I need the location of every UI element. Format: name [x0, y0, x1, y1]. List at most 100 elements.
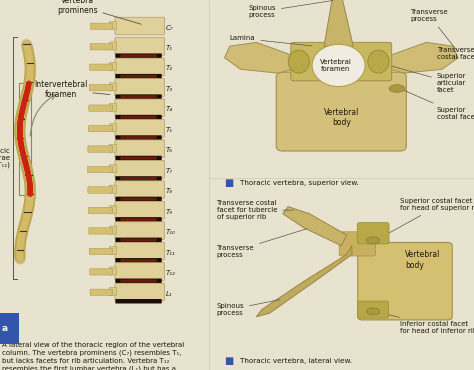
Text: Vertebral
foramen: Vertebral foramen — [320, 59, 352, 72]
Text: Lamina: Lamina — [230, 36, 312, 46]
Text: T₁₀: T₁₀ — [166, 229, 175, 235]
FancyBboxPatch shape — [115, 283, 164, 301]
FancyBboxPatch shape — [115, 222, 164, 239]
Text: Superior
costal facet: Superior costal facet — [402, 90, 474, 120]
FancyBboxPatch shape — [115, 78, 164, 96]
Text: Superior costal facet
for head of superior rib: Superior costal facet for head of superi… — [378, 198, 474, 239]
Text: Spinous
process: Spinous process — [248, 0, 333, 18]
FancyBboxPatch shape — [120, 75, 157, 78]
FancyBboxPatch shape — [90, 64, 113, 70]
FancyBboxPatch shape — [120, 157, 157, 160]
Text: ■: ■ — [225, 178, 234, 188]
Text: Thoracic vertebra, lateral view.: Thoracic vertebra, lateral view. — [240, 358, 353, 364]
FancyBboxPatch shape — [120, 198, 157, 201]
FancyBboxPatch shape — [115, 201, 164, 219]
FancyBboxPatch shape — [120, 238, 157, 242]
FancyBboxPatch shape — [115, 135, 162, 140]
FancyBboxPatch shape — [115, 181, 164, 199]
FancyBboxPatch shape — [89, 84, 113, 91]
Text: T₁₂: T₁₂ — [166, 270, 175, 276]
FancyBboxPatch shape — [339, 232, 375, 256]
FancyBboxPatch shape — [109, 42, 117, 50]
FancyBboxPatch shape — [115, 156, 162, 160]
Polygon shape — [389, 42, 458, 73]
Text: T₁: T₁ — [166, 45, 173, 51]
Text: a: a — [2, 324, 8, 333]
FancyBboxPatch shape — [358, 242, 452, 320]
Text: L₁: L₁ — [166, 290, 173, 297]
Text: T₇: T₇ — [166, 168, 173, 174]
FancyBboxPatch shape — [115, 17, 164, 35]
FancyBboxPatch shape — [109, 185, 117, 193]
Text: Thoracic vertebra, superior view.: Thoracic vertebra, superior view. — [240, 180, 359, 186]
Text: T₈: T₈ — [166, 188, 173, 194]
Text: Spinous
process: Spinous process — [217, 299, 280, 316]
Text: A lateral view of the thoracic region of the vertebral
column. The vertebra prom: A lateral view of the thoracic region of… — [2, 342, 184, 370]
FancyBboxPatch shape — [120, 95, 157, 98]
FancyBboxPatch shape — [276, 72, 406, 151]
Text: T₃: T₃ — [166, 86, 173, 92]
Text: Transverse costal
facet for tubercle
of superior rib: Transverse costal facet for tubercle of … — [217, 200, 293, 220]
FancyBboxPatch shape — [109, 226, 117, 234]
FancyBboxPatch shape — [109, 246, 117, 255]
FancyBboxPatch shape — [115, 263, 164, 280]
Bar — [19, 83, 31, 195]
FancyBboxPatch shape — [357, 223, 389, 244]
FancyBboxPatch shape — [291, 42, 392, 81]
FancyBboxPatch shape — [115, 299, 162, 303]
FancyBboxPatch shape — [115, 176, 162, 181]
FancyBboxPatch shape — [88, 207, 113, 213]
Ellipse shape — [366, 308, 380, 315]
FancyBboxPatch shape — [115, 115, 162, 120]
Text: T₉: T₉ — [166, 209, 173, 215]
Ellipse shape — [389, 85, 405, 92]
Text: Intervertebral
foramen: Intervertebral foramen — [34, 80, 110, 100]
FancyBboxPatch shape — [115, 197, 162, 201]
FancyBboxPatch shape — [109, 21, 117, 30]
Polygon shape — [256, 246, 352, 317]
FancyBboxPatch shape — [109, 144, 117, 152]
FancyBboxPatch shape — [115, 242, 164, 260]
FancyBboxPatch shape — [109, 287, 117, 296]
FancyBboxPatch shape — [90, 289, 113, 296]
Ellipse shape — [288, 50, 310, 73]
FancyBboxPatch shape — [109, 62, 117, 70]
FancyBboxPatch shape — [115, 120, 164, 137]
Text: Superior
articular
facet: Superior articular facet — [392, 66, 466, 93]
FancyBboxPatch shape — [90, 44, 113, 50]
FancyBboxPatch shape — [115, 258, 162, 263]
FancyBboxPatch shape — [88, 125, 113, 132]
Text: Transverse
costal facet: Transverse costal facet — [437, 47, 474, 60]
FancyBboxPatch shape — [120, 54, 157, 57]
FancyBboxPatch shape — [109, 165, 117, 173]
Text: T₅: T₅ — [166, 127, 173, 133]
FancyBboxPatch shape — [115, 74, 162, 78]
FancyBboxPatch shape — [87, 166, 113, 173]
FancyBboxPatch shape — [89, 228, 113, 234]
FancyBboxPatch shape — [115, 279, 162, 283]
FancyBboxPatch shape — [89, 248, 113, 255]
FancyBboxPatch shape — [91, 23, 113, 30]
Text: T₄: T₄ — [166, 107, 173, 112]
FancyBboxPatch shape — [120, 279, 157, 282]
FancyBboxPatch shape — [120, 136, 157, 139]
FancyBboxPatch shape — [115, 99, 164, 117]
Text: C₇: C₇ — [166, 24, 173, 31]
Text: Inferior costal facet
for head of inferior rib: Inferior costal facet for head of inferi… — [378, 312, 474, 334]
Text: Transverse
process: Transverse process — [217, 229, 307, 258]
FancyBboxPatch shape — [115, 217, 162, 222]
FancyBboxPatch shape — [115, 161, 164, 178]
FancyBboxPatch shape — [90, 269, 113, 275]
FancyBboxPatch shape — [115, 238, 162, 242]
FancyBboxPatch shape — [115, 53, 162, 58]
Text: Vertebral
body: Vertebral body — [324, 108, 359, 127]
Text: Vertebra
prominens: Vertebra prominens — [57, 0, 141, 24]
FancyBboxPatch shape — [120, 218, 157, 221]
FancyBboxPatch shape — [120, 259, 157, 262]
FancyBboxPatch shape — [88, 187, 113, 193]
Ellipse shape — [312, 44, 365, 87]
FancyBboxPatch shape — [88, 146, 113, 152]
Text: Vertebral
body: Vertebral body — [405, 250, 440, 270]
FancyBboxPatch shape — [109, 206, 117, 213]
Text: T₆: T₆ — [166, 147, 173, 153]
